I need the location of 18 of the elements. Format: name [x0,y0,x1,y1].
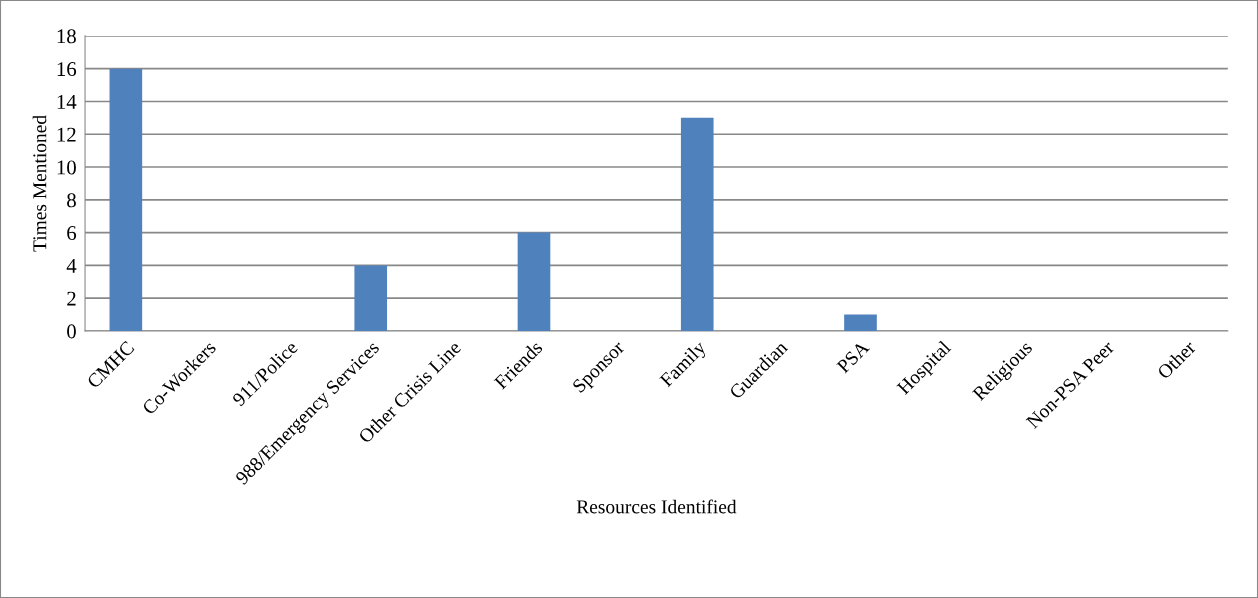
y-tick-label: 14 [57,94,77,109]
bar [109,68,143,331]
y-tick-label: 4 [66,258,77,273]
y-tick-label: 2 [67,291,76,306]
x-tick-label: PSA [836,339,871,374]
bar [844,314,877,331]
y-tick-label: 18 [57,29,76,44]
y-tick-label: 0 [67,324,76,339]
bar [354,265,388,331]
bar [680,117,714,331]
y-tick-label: 8 [67,193,76,208]
y-tick-label: 12 [57,127,76,142]
bar [517,232,551,331]
y-axis-title: Times Mentioned [32,115,47,252]
y-tick-label: 10 [57,160,76,175]
x-axis-title: Resources Identified [576,499,737,514]
y-tick-label: 6 [67,226,77,241]
y-tick-label: 16 [57,62,77,77]
